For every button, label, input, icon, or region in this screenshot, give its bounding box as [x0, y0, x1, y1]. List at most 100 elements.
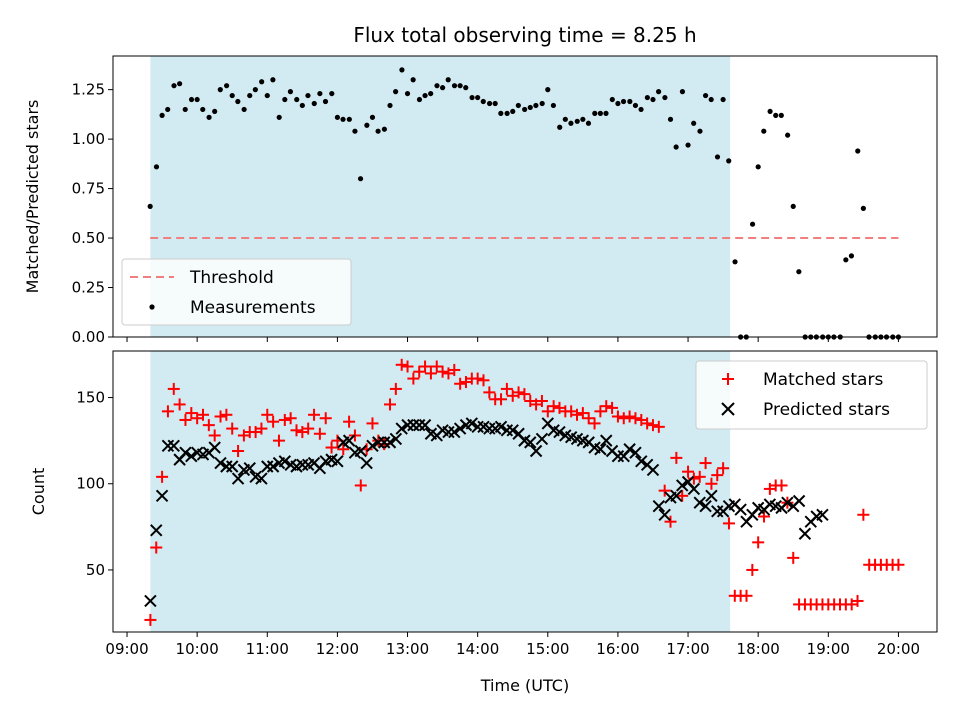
predicted-star-point — [395, 422, 408, 435]
measurement-point — [247, 92, 253, 99]
predicted-star-point — [401, 418, 414, 432]
predicted-star-point — [611, 449, 625, 463]
top-legend: Threshold Measurements — [121, 258, 352, 326]
measurement-point — [299, 102, 305, 109]
matched-star-point — [535, 394, 548, 407]
matched-star-point — [278, 413, 291, 426]
matched-star-point — [424, 367, 437, 380]
predicted-star-point — [629, 446, 642, 459]
measurement-point — [445, 77, 451, 83]
predicted-star-point — [494, 420, 508, 434]
top-y-tick-label: 1.25 — [72, 81, 105, 99]
measurement-point — [440, 85, 446, 91]
measurements-series — [147, 67, 902, 340]
matched-star-point — [717, 462, 730, 475]
measurement-point — [655, 89, 662, 95]
measurement-point — [340, 116, 346, 122]
measurement-point — [843, 257, 849, 263]
measurement-point — [504, 110, 510, 116]
measurement-point — [662, 94, 668, 101]
predicted-star-point — [179, 446, 192, 459]
measurement-point — [235, 98, 241, 105]
measurement-point — [188, 96, 195, 103]
matched-star-point — [541, 405, 554, 418]
measurement-point — [714, 154, 721, 160]
matched-star-point — [606, 401, 619, 414]
predicted-star-point — [646, 463, 660, 477]
measurement-point — [282, 96, 288, 103]
predicted-star-point — [483, 422, 496, 435]
measurement-point — [773, 112, 779, 118]
matched-star-point — [851, 594, 864, 607]
matched-star-point — [419, 360, 432, 373]
measurement-point — [200, 106, 206, 113]
measurement-point — [357, 176, 364, 182]
measurement-point — [550, 102, 557, 109]
top-y-tick-label: 0.00 — [72, 328, 105, 346]
measurement-point — [147, 203, 153, 209]
matched-star-point — [395, 358, 408, 371]
matched-star-point — [179, 413, 192, 426]
measurement-point — [224, 83, 230, 89]
measurement-point — [276, 114, 282, 120]
measurement-point — [486, 100, 493, 107]
predicted-star-point — [471, 420, 484, 434]
predicted-star-point — [652, 499, 666, 513]
measurement-point — [410, 77, 416, 83]
top-y-tick-label: 1.00 — [72, 130, 105, 148]
matched-star-point — [313, 427, 326, 440]
bottom-y-tick-label: 150 — [76, 389, 105, 407]
measurement-point — [685, 142, 691, 148]
predicted-star-point — [342, 434, 356, 447]
measurement-point — [498, 110, 504, 116]
matched-star-point — [892, 558, 905, 571]
top-y-tick-label: 0.25 — [72, 279, 105, 297]
top-y-tick-label: 0.75 — [72, 180, 105, 198]
measurement-point — [557, 124, 563, 130]
matched-star-point — [477, 374, 490, 387]
matched-star-point — [448, 363, 461, 376]
measurement-point — [287, 89, 294, 95]
predicted-star-point — [442, 425, 455, 439]
matched-star-point — [325, 441, 338, 454]
measurement-point — [592, 110, 598, 116]
matched-star-point — [483, 386, 496, 399]
predicted-star-point — [529, 444, 543, 458]
measurement-point — [171, 83, 177, 89]
measurement-point — [720, 96, 726, 103]
matched-star-point — [161, 405, 174, 418]
matched-star-point — [571, 408, 584, 421]
predicted-star-point — [675, 479, 689, 492]
bottom-axes-frame — [112, 350, 938, 633]
matched-star-point — [670, 451, 683, 464]
measurement-point — [749, 221, 756, 227]
matched-star-point — [699, 457, 712, 470]
matched-star-point — [348, 429, 361, 442]
predicted-star-point — [372, 436, 385, 449]
measurement-point — [673, 144, 679, 150]
predicted-star-point — [185, 449, 198, 463]
matched-stars-legend-label: Matched stars — [763, 370, 883, 390]
predicted-star-point — [389, 432, 403, 446]
matched-star-point — [582, 412, 595, 425]
matched-star-point — [495, 393, 508, 406]
predicted-star-point — [407, 418, 420, 432]
matched-star-point — [454, 377, 467, 390]
measurement-point — [522, 106, 528, 113]
threshold-legend-label: Threshold — [189, 268, 274, 288]
measurement-point — [422, 92, 428, 99]
measurement-point — [241, 106, 247, 113]
measurement-point — [159, 112, 165, 118]
predicted-stars-series — [144, 417, 829, 608]
matched-star-point — [711, 469, 724, 482]
predicted-star-point — [500, 424, 514, 437]
measurement-point — [264, 92, 270, 99]
x-tick-label: 17:00 — [666, 640, 709, 658]
measurement-point — [667, 116, 674, 122]
measurement-point — [603, 110, 609, 116]
matched-stars-legend-swatch — [722, 373, 734, 385]
predicted-star-point — [296, 458, 309, 471]
x-axis-label: Time (UTC) — [480, 676, 569, 695]
measurement-point — [627, 98, 633, 105]
